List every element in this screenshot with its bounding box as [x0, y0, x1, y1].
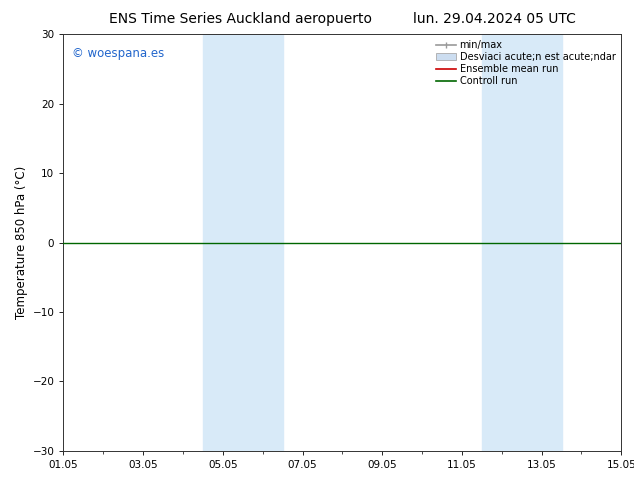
Text: ENS Time Series Auckland aeropuerto: ENS Time Series Auckland aeropuerto	[110, 12, 372, 26]
Bar	[203, 34, 283, 451]
Y-axis label: Temperature 850 hPa (°C): Temperature 850 hPa (°C)	[15, 166, 29, 319]
Legend: min/max, Desviaci acute;n est acute;ndar, Ensemble mean run, Controll run: min/max, Desviaci acute;n est acute;ndar…	[434, 37, 618, 89]
Bar	[482, 34, 562, 451]
Text: © woespana.es: © woespana.es	[72, 47, 164, 60]
Text: lun. 29.04.2024 05 UTC: lun. 29.04.2024 05 UTC	[413, 12, 576, 26]
